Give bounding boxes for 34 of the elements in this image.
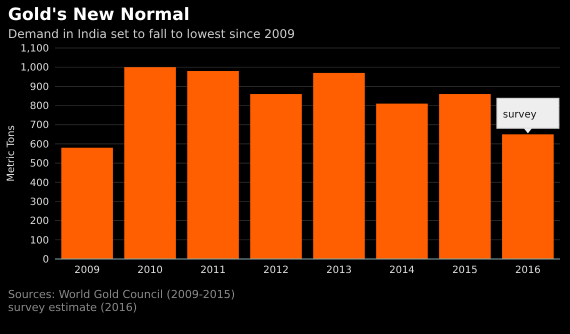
bar bbox=[250, 94, 302, 259]
source-note: Sources: World Gold Council (2009-2015) bbox=[8, 288, 236, 301]
annotation: survey bbox=[502, 109, 537, 120]
chart-subtitle: Demand in India set to fall to lowest since 2009 bbox=[8, 27, 295, 41]
y-tick-label: 1,100 bbox=[20, 44, 49, 54]
x-tick-label: 2013 bbox=[326, 265, 352, 276]
y-tick-label: 800 bbox=[30, 101, 49, 112]
y-tick-label: 500 bbox=[30, 158, 49, 170]
y-tick-label: 200 bbox=[30, 216, 49, 228]
text: survey estimate (2016) bbox=[8, 301, 137, 314]
chart-title: Gold's New Normal bbox=[8, 5, 190, 25]
y-tick-label: 400 bbox=[30, 178, 49, 189]
x-tick-label: 2014 bbox=[389, 265, 415, 276]
x-tick-label: 2009 bbox=[74, 265, 100, 276]
bar bbox=[502, 134, 554, 259]
x-tick-label: 2012 bbox=[263, 265, 289, 276]
x-tick-label: 2016 bbox=[515, 265, 541, 276]
bar bbox=[313, 72, 365, 259]
y-tick-label: 700 bbox=[30, 120, 49, 132]
bar bbox=[187, 71, 239, 259]
y-axis-title: Metric Tons bbox=[6, 125, 17, 182]
bar bbox=[376, 104, 428, 259]
y-tick-label: 600 bbox=[30, 139, 49, 150]
y-tick-label: 900 bbox=[30, 82, 49, 93]
y-tick-label: 0 bbox=[42, 254, 49, 266]
x-tick-label: 2015 bbox=[452, 265, 478, 276]
x-tick-label: 2010 bbox=[137, 265, 163, 276]
x-tick-label: 2011 bbox=[200, 265, 226, 276]
y-tick-label: 300 bbox=[30, 196, 49, 208]
y-tick-label: 100 bbox=[30, 235, 49, 246]
y-tick-label: 1,000 bbox=[20, 62, 49, 74]
bar bbox=[124, 67, 176, 259]
bar bbox=[61, 148, 113, 259]
bar bbox=[439, 94, 491, 259]
